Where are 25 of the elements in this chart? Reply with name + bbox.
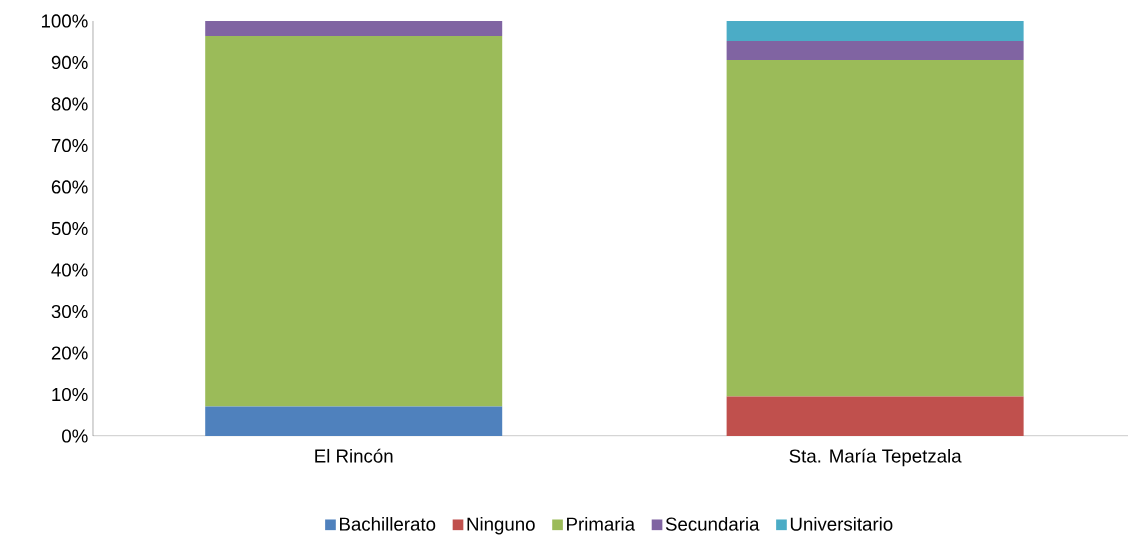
y-tick-label: 30% — [51, 304, 88, 319]
y-tick-label: 70% — [51, 138, 88, 153]
bar — [726, 60, 1024, 397]
y-tick-label: 0% — [62, 429, 88, 443]
y-tick-label: 90% — [51, 55, 88, 70]
bar — [205, 406, 503, 436]
bar — [726, 21, 1024, 41]
bar — [205, 21, 503, 36]
x-tick-label: El Rincón — [315, 448, 393, 463]
legend-label: Universitario — [790, 517, 893, 531]
y-tick-label: 40% — [51, 263, 88, 277]
y-tick-label: 60% — [51, 180, 88, 194]
bar — [205, 35, 503, 407]
y-tick-label: 20% — [51, 346, 88, 360]
x-tick-label: Sta. María Tepetzala — [789, 448, 962, 467]
bar — [726, 396, 1024, 436]
y-tick-label: 100% — [41, 14, 88, 28]
legend-label: Ninguno — [467, 517, 535, 535]
y-tick-label: 80% — [51, 97, 88, 111]
legend-label: Bachillerato — [340, 517, 436, 531]
bar — [726, 40, 1024, 61]
y-tick-label: 50% — [51, 221, 88, 236]
y-tick-label: 10% — [52, 387, 88, 402]
legend-label: Secundaria — [665, 517, 760, 531]
legend-label: Primaria — [567, 517, 636, 531]
